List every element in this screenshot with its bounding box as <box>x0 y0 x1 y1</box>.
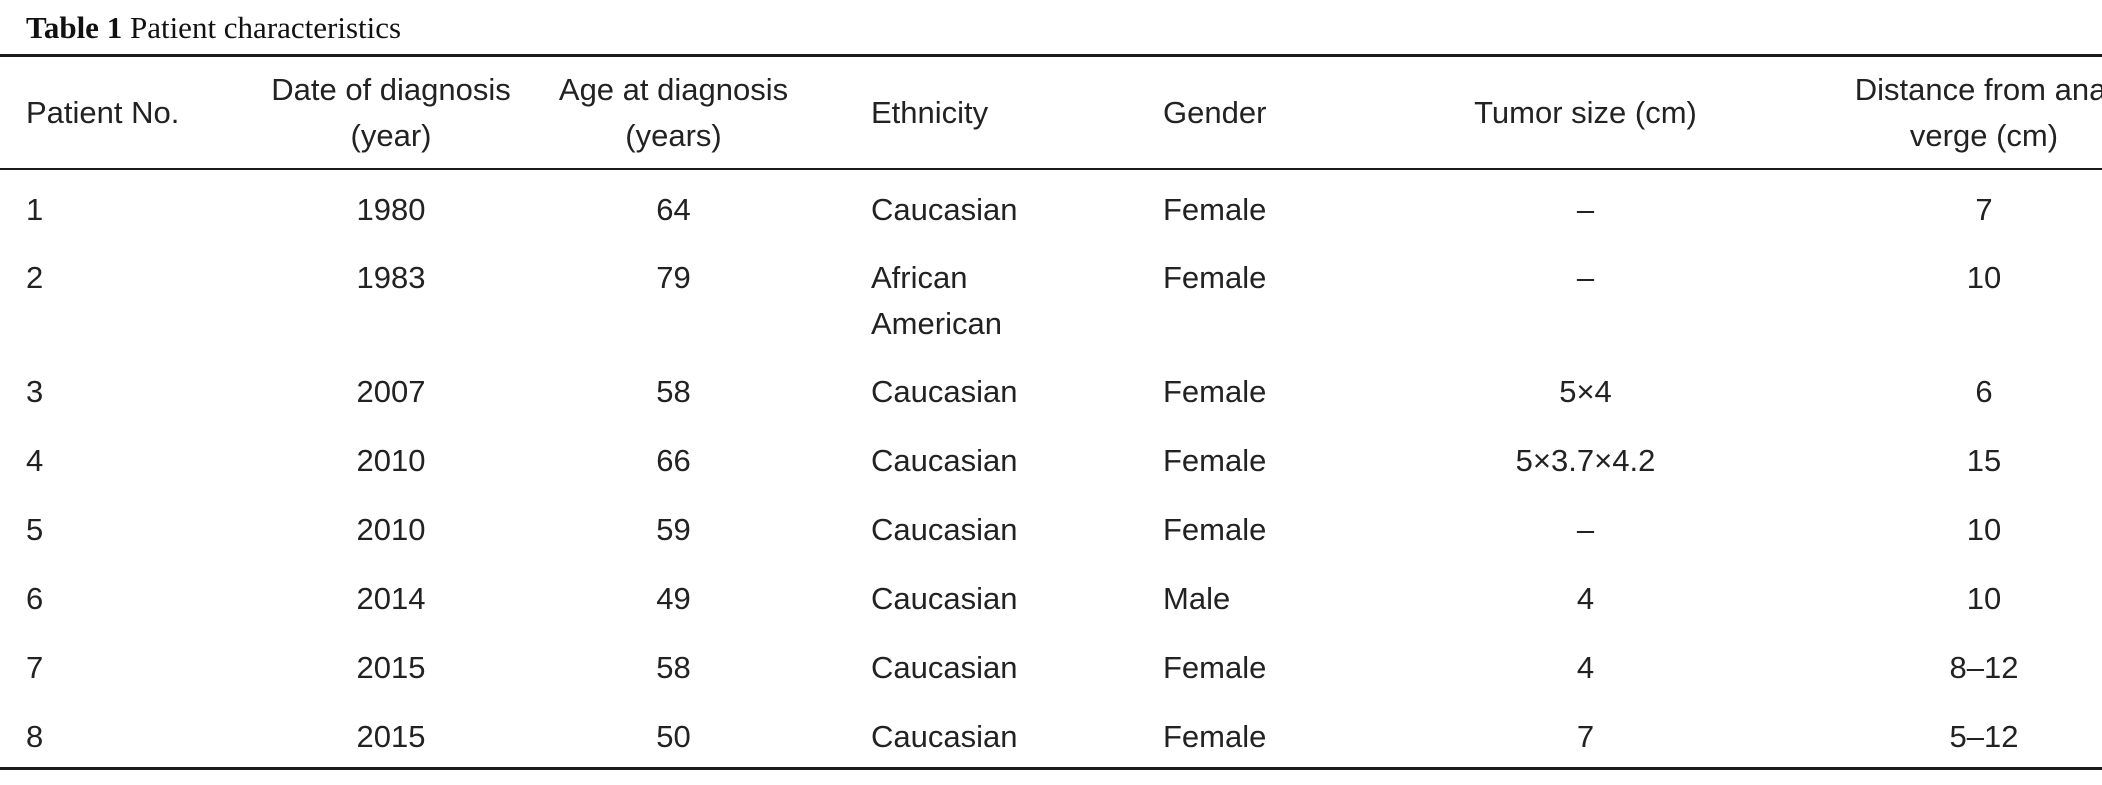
cell-age: 50 <box>656 719 691 754</box>
cell-distance: 10 <box>1966 260 2002 295</box>
cell-ethnicity: Caucasian <box>871 512 1018 547</box>
header-row: Patient No. Date of diagnosis (year) Age … <box>0 57 2102 168</box>
cell-gender: Female <box>1163 260 1267 295</box>
cell-gender: Female <box>1163 192 1267 227</box>
cell-age: 58 <box>656 374 691 409</box>
cell-patient-no: 8 <box>26 719 44 754</box>
cell-year: 2015 <box>356 719 426 754</box>
cell-patient-no: 3 <box>26 374 44 409</box>
cell-distance: 6 <box>1975 374 1993 409</box>
cell-gender: Female <box>1163 719 1267 754</box>
cell-age: 66 <box>656 443 691 478</box>
cell-gender: Female <box>1163 374 1267 409</box>
cell-ethnicity: Caucasian <box>871 650 1018 685</box>
cell-age: 58 <box>656 650 691 685</box>
table-row: 5 2010 59 Caucasian Female – 10 <box>0 489 2102 558</box>
cell-year: 2014 <box>356 581 426 616</box>
cell-patient-no: 4 <box>26 443 44 478</box>
header-distance-from-anal-verge: Distance from anal verge (cm) <box>1854 71 2102 153</box>
table-row: 3 2007 58 Caucasian Female 5×4 6 <box>0 351 2102 420</box>
header-ethnicity: Ethnicity <box>871 94 989 130</box>
header-age-at-diagnosis: Age at diagnosis (years) <box>558 71 789 153</box>
table-row: 2 1983 79 African American Female – 10 <box>0 237 2102 351</box>
cell-gender: Female <box>1163 512 1267 547</box>
cell-distance: 7 <box>1975 192 1993 227</box>
cell-tumor-size: – <box>1576 260 1595 295</box>
cell-tumor-size: – <box>1576 512 1595 547</box>
cell-tumor-size: 4 <box>1576 650 1595 685</box>
cell-tumor-size: 5×4 <box>1559 374 1612 409</box>
cell-tumor-size: 7 <box>1576 719 1595 754</box>
table-row: 7 2015 58 Caucasian Female 4 8–12 <box>0 627 2102 696</box>
cell-ethnicity: Caucasian <box>871 443 1018 478</box>
cell-distance: 8–12 <box>1949 650 2019 685</box>
cell-patient-no: 6 <box>26 581 44 616</box>
cell-distance: 10 <box>1966 581 2002 616</box>
cell-patient-no: 1 <box>26 192 44 227</box>
cell-ethnicity: Caucasian <box>871 719 1018 754</box>
header-patient-no: Patient No. <box>26 94 180 130</box>
cell-year: 2007 <box>356 374 426 409</box>
table-row: 1 1980 64 Caucasian Female – 7 <box>0 168 2102 237</box>
cell-year: 1983 <box>356 260 426 295</box>
cell-tumor-size: 4 <box>1576 581 1595 616</box>
cell-distance: 15 <box>1966 443 2002 478</box>
table-row: 4 2010 66 Caucasian Female 5×3.7×4.2 15 <box>0 420 2102 489</box>
table-label: Table 1 <box>26 10 123 45</box>
cell-ethnicity: Caucasian <box>871 192 1018 227</box>
cell-age: 49 <box>656 581 691 616</box>
cell-tumor-size: – <box>1576 192 1595 227</box>
cell-patient-no: 2 <box>26 260 44 295</box>
table-row: 8 2015 50 Caucasian Female 7 5–12 <box>0 696 2102 765</box>
cell-ethnicity: African American <box>871 260 1002 341</box>
cell-distance: 5–12 <box>1949 719 2019 754</box>
cell-ethnicity: Caucasian <box>871 581 1018 616</box>
header-rule <box>0 168 2102 170</box>
patient-characteristics-table: Patient No. Date of diagnosis (year) Age … <box>0 57 2102 765</box>
cell-age: 59 <box>656 512 691 547</box>
cell-age: 64 <box>656 192 691 227</box>
cell-gender: Female <box>1163 650 1267 685</box>
cell-gender: Male <box>1163 581 1231 616</box>
cell-patient-no: 5 <box>26 512 44 547</box>
cell-age: 79 <box>656 260 691 295</box>
table-row: 6 2014 49 Caucasian Male 4 10 <box>0 558 2102 627</box>
header-date-of-diagnosis: Date of diagnosis (year) <box>271 71 511 153</box>
cell-year: 2010 <box>356 512 426 547</box>
cell-ethnicity: Caucasian <box>871 374 1018 409</box>
cell-patient-no: 7 <box>26 650 44 685</box>
top-rule <box>0 54 2102 57</box>
cell-year: 2010 <box>356 443 426 478</box>
cell-year: 2015 <box>356 650 426 685</box>
table-title: Patient characteristics <box>129 10 402 45</box>
header-tumor-size: Tumor size (cm) <box>1474 94 1697 130</box>
cell-year: 1980 <box>356 192 426 227</box>
cell-tumor-size: 5×3.7×4.2 <box>1515 443 1656 478</box>
cell-distance: 10 <box>1966 512 2002 547</box>
cell-gender: Female <box>1163 443 1267 478</box>
header-gender: Gender <box>1163 94 1267 130</box>
bottom-rule <box>0 767 2102 770</box>
table-caption: Table 1 Patient characteristics <box>26 8 401 48</box>
